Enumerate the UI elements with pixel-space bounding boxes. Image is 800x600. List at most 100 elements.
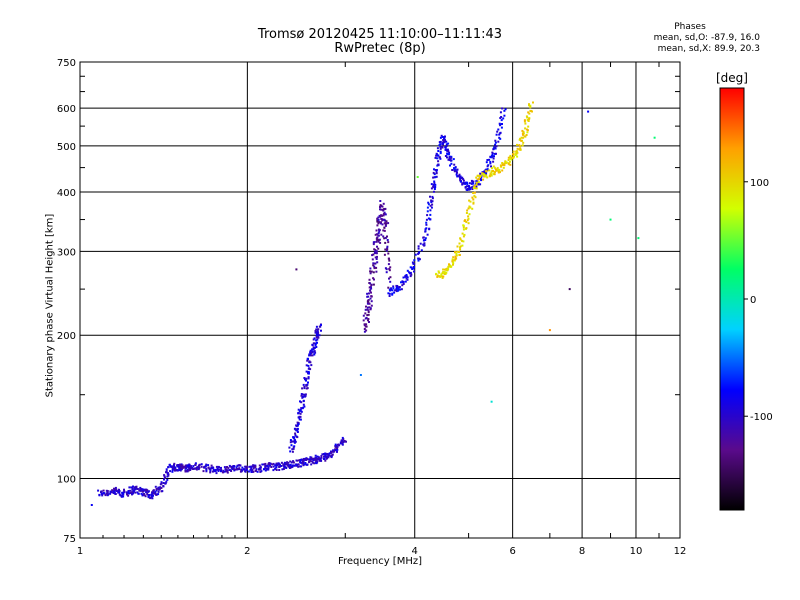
echo-point (282, 468, 285, 470)
echo-point (499, 131, 502, 134)
echo-point (300, 461, 302, 464)
echo-point (198, 463, 201, 466)
echo-point (466, 185, 468, 188)
echo-point (568, 288, 571, 291)
echo-point (294, 434, 297, 437)
echo-point (386, 248, 389, 251)
echo-point (382, 212, 385, 215)
echo-point (252, 464, 255, 467)
echo-point (508, 156, 511, 159)
echo-point (367, 306, 369, 309)
echo-point (472, 180, 475, 183)
echo-point (303, 405, 306, 408)
echo-point (255, 468, 258, 471)
echo-point (268, 463, 270, 466)
echo-point (454, 168, 457, 171)
echo-point (373, 265, 376, 268)
echo-point (369, 286, 372, 289)
chart-title: Tromsø 20120425 11:10:00–11:11:43 (257, 27, 503, 42)
echo-point (406, 278, 409, 281)
echo-point (474, 187, 477, 190)
echo-point (213, 470, 216, 473)
echo-point (383, 253, 386, 256)
echo-point (307, 364, 310, 367)
echo-point (364, 308, 367, 311)
echo-point (369, 297, 372, 300)
echo-point (301, 407, 304, 410)
echo-point (375, 266, 378, 269)
echo-point (216, 467, 219, 470)
echo-point (191, 467, 194, 470)
echo-point (434, 186, 437, 188)
echo-point (368, 321, 370, 323)
echo-point (456, 250, 459, 253)
echo-point (314, 454, 317, 457)
echo-point (307, 381, 309, 384)
echo-point (290, 440, 293, 443)
echo-point (405, 277, 408, 280)
echo-point (292, 447, 295, 450)
echo-point (483, 170, 486, 173)
echo-point (377, 232, 380, 235)
echo-point (637, 237, 640, 240)
echo-point (247, 470, 250, 473)
echo-point (465, 227, 468, 230)
echo-point (301, 387, 304, 390)
echo-point (527, 119, 530, 122)
echo-point (455, 173, 458, 176)
echo-point (528, 112, 531, 115)
echo-point (385, 222, 388, 225)
echo-point (475, 186, 478, 189)
echo-point (372, 241, 375, 244)
echo-point (228, 469, 231, 471)
echo-point (230, 470, 233, 472)
echo-point (520, 136, 523, 139)
echo-point (478, 174, 481, 177)
echo-point (238, 464, 241, 467)
echo-point (482, 178, 485, 181)
echo-point (366, 314, 369, 317)
echo-point (292, 440, 294, 443)
echo-point (291, 465, 294, 468)
echo-point (522, 136, 525, 139)
echo-point (90, 504, 93, 506)
echo-point (209, 469, 212, 472)
echo-point (389, 276, 392, 279)
echo-point (275, 469, 278, 471)
echo-point (373, 278, 375, 281)
echo-point (327, 456, 330, 459)
echo-point (444, 155, 447, 157)
echo-point (456, 168, 459, 171)
echo-point (451, 260, 454, 263)
echo-point (114, 493, 117, 495)
echo-point (381, 223, 384, 226)
echo-point (437, 160, 440, 163)
echo-point (304, 462, 307, 464)
echo-point (492, 147, 495, 150)
echo-point (479, 177, 482, 180)
echo-point (306, 383, 309, 386)
echo-point (453, 167, 455, 170)
echo-point (256, 470, 259, 473)
echo-point (127, 494, 130, 497)
phase-info: Phases mean, sd,O: -87.9, 16.0 mean, sd,… (560, 22, 760, 55)
echo-point (135, 487, 138, 490)
echo-point (315, 339, 318, 342)
echo-point (178, 464, 181, 467)
echo-point (521, 144, 524, 147)
echo-point (384, 207, 387, 210)
echo-point (372, 277, 375, 280)
echo-point (379, 208, 381, 211)
echo-point (515, 150, 518, 153)
echo-point (438, 156, 441, 159)
echo-point (501, 162, 504, 164)
echo-point (218, 468, 221, 471)
echo-point (495, 133, 498, 136)
echo-point (342, 438, 345, 441)
echo-point (384, 236, 387, 239)
echo-point (376, 219, 379, 222)
echo-point (474, 196, 477, 199)
echo-point (513, 155, 515, 158)
echo-point (362, 314, 365, 317)
echo-point (377, 216, 380, 219)
